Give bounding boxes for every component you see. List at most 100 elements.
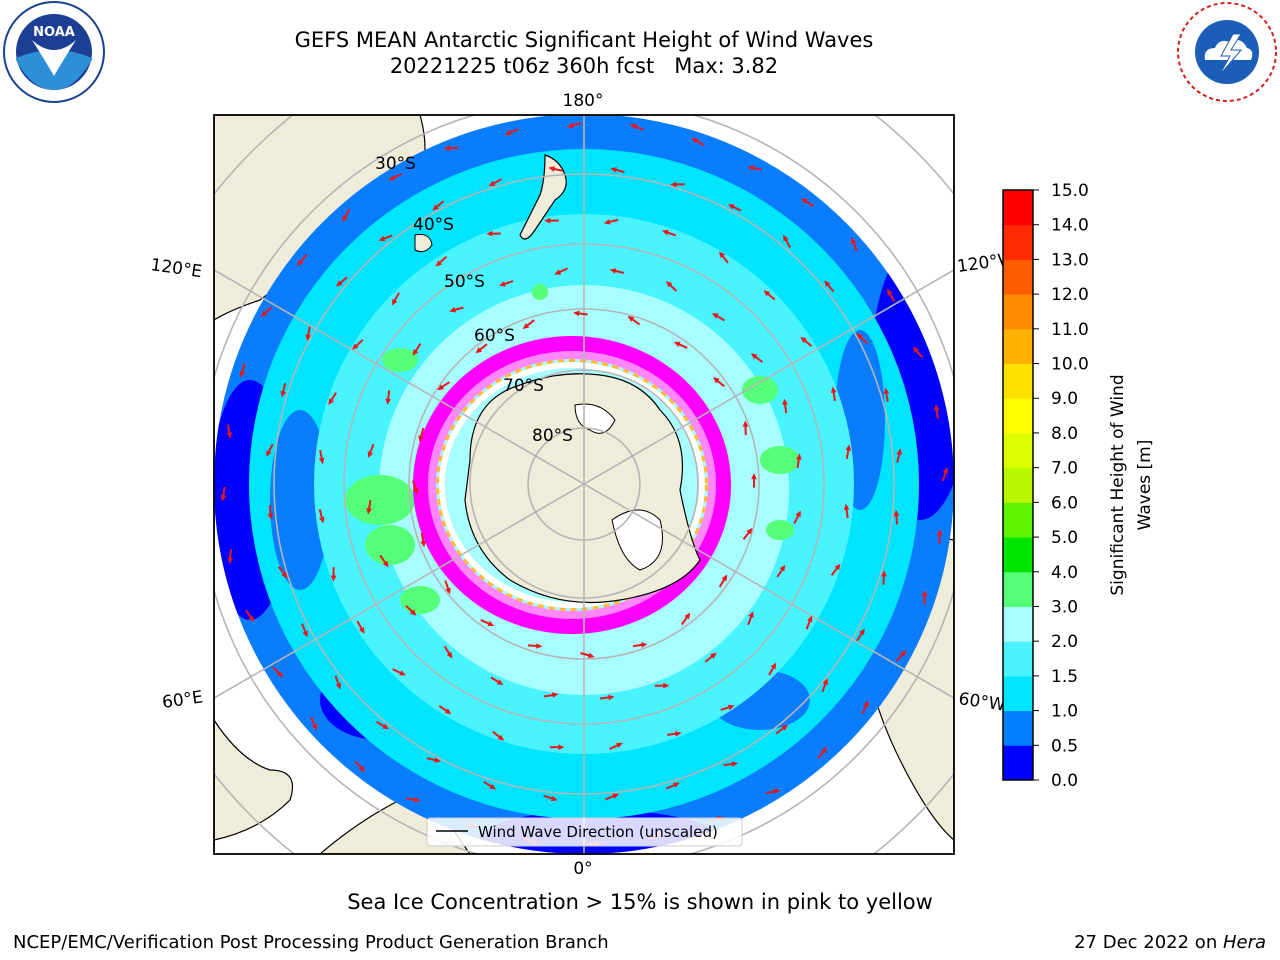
wave-direction-arrowhead [487, 620, 495, 627]
wave-direction-arrowhead [666, 281, 673, 288]
wave-direction-arrowhead [731, 761, 739, 767]
wave-direction-arrowhead [367, 451, 373, 458]
wave-direction-arrowhead [504, 129, 512, 136]
wave-direction-arrowhead [684, 612, 691, 620]
colorbar-tick-label: 12.0 [1051, 285, 1089, 305]
wave-direction-arrowhead [497, 734, 505, 741]
colorbar-swatch [1003, 537, 1033, 573]
noaa-logo-text: NOAA [33, 25, 75, 40]
wave-direction-arrowhead [609, 268, 617, 274]
wave-direction-arrowhead [432, 204, 439, 211]
colorbar-swatch [1003, 224, 1033, 260]
wave-direction-arrowhead [248, 615, 255, 623]
colorbar-swatch [1003, 190, 1033, 226]
wave-direction-arrowhead [751, 473, 757, 480]
wave-direction-arrowhead [713, 377, 720, 384]
wave-direction-arrowhead [845, 444, 851, 451]
wave-direction-arrowhead [933, 404, 940, 411]
wave-direction-arrowhead [822, 678, 828, 685]
wave-direction-arrowhead [663, 682, 670, 689]
wave-direction-arrowhead [554, 269, 562, 275]
wave-direction-arrowhead [318, 457, 325, 465]
wave-direction-arrowhead [391, 298, 398, 306]
wave-direction-arrowhead [330, 575, 337, 582]
lat-label-70s: 70°S [503, 376, 544, 396]
legend-label: Wind Wave Direction (unscaled) [478, 823, 718, 841]
wave-direction-arrowhead [366, 508, 372, 515]
colorbar-tick-label: 1.0 [1051, 702, 1078, 722]
wave-direction-arrowhead [691, 137, 699, 144]
wave-direction-arrowhead [302, 630, 308, 638]
wave-direction-arrowhead [220, 495, 227, 502]
colorbar-tick-label: 7.0 [1051, 459, 1078, 479]
wave-direction-arrowhead [412, 487, 419, 495]
wave-direction-arrowhead [843, 503, 850, 511]
wave-direction-arrowhead [856, 333, 863, 340]
wave-direction-arrowhead [311, 723, 317, 731]
wave-direction-arrowhead [410, 609, 417, 616]
wave-direction-arrowhead [412, 349, 419, 356]
graticule [214, 115, 954, 854]
wave-direction-arrowhead [896, 448, 902, 455]
wave-direction-arrowhead [603, 219, 611, 225]
colorbar-tick-label: 1.5 [1051, 667, 1078, 687]
wave-direction-arrowhead [522, 323, 530, 329]
noaa-logo-icon: NOAA [3, 1, 105, 103]
colorbar-swatch [1003, 398, 1033, 434]
wave-direction-arrowhead [260, 310, 268, 317]
lon-label-60w: 60°W [957, 689, 1006, 715]
lat-label-40s: 40°S [413, 215, 454, 235]
wave-direction-arrowhead [612, 793, 620, 799]
wave-direction-arrowhead [226, 432, 232, 439]
colorbar-tick-label: 11.0 [1051, 320, 1089, 340]
wave-direction-arrowhead [281, 572, 288, 579]
chart-subtitle: 20221225 t06z 360h fcst Max: 3.82 [389, 54, 779, 78]
wave-direction-arrowhead [435, 260, 442, 267]
wave-direction-arrowhead [673, 341, 681, 347]
wave-direction-arrowhead [763, 290, 771, 297]
wave-direction-arrowhead [881, 570, 887, 577]
colorbar-tick-label: 0.0 [1051, 771, 1078, 791]
wave-direction-arrowhead [319, 516, 325, 524]
wave-direction-arrowhead [807, 615, 813, 623]
wave-direction-arrowhead [673, 782, 680, 788]
wave-direction-arrowhead [824, 280, 831, 287]
colorbar-label-line2: Waves [m] [1135, 440, 1155, 531]
wave-direction-arrowhead [444, 708, 452, 715]
colorbar-tick-label: 10.0 [1051, 355, 1089, 375]
wave-direction-arrowhead [710, 652, 717, 659]
wave-direction-arrowhead [352, 343, 359, 350]
wave-direction-arrowhead [921, 590, 928, 597]
lat-label-60s: 60°S [474, 326, 515, 346]
wave-direction-arrowhead [721, 574, 728, 582]
wave-direction-arrowhead [719, 251, 725, 258]
map-frame [213, 114, 955, 855]
colorbar-swatch [1003, 294, 1033, 330]
wave-direction-arrowhead [750, 353, 758, 360]
wave-direction-arrowhead [587, 652, 595, 659]
wave-direction-arrowhead [544, 217, 551, 224]
colorbar-tick-label: 6.0 [1051, 493, 1078, 513]
ross-ice-shelf [574, 403, 616, 434]
colorbar-swatch [1003, 259, 1033, 295]
wave-direction-arrowhead [800, 336, 807, 343]
wave-direction-arrowhead [227, 557, 233, 564]
wave-direction-arrowhead [566, 122, 574, 129]
wave-direction-arrowhead [795, 510, 801, 518]
wave-direction-arrowhead [449, 307, 456, 313]
colorbar-swatch [1003, 467, 1033, 503]
colorbar-swatch [1003, 502, 1033, 538]
wave-direction-arrowhead [608, 694, 615, 701]
wave-direction-arrowhead [801, 198, 808, 204]
colorbar-swatch [1003, 328, 1033, 365]
wave-direction-arrowhead [900, 650, 907, 657]
wave-direction-arrowhead [443, 145, 450, 152]
wave-direction-arrowhead [382, 560, 389, 568]
wave-direction-arrowhead [536, 643, 543, 649]
wave-direction-arrowhead [770, 662, 777, 670]
wave-direction-arrowhead [342, 215, 348, 223]
credit-date: 27 Dec 2022 on [1074, 932, 1223, 953]
wave-direction-arrowhead [830, 386, 837, 393]
wave-direction-arrowhead [328, 398, 334, 405]
